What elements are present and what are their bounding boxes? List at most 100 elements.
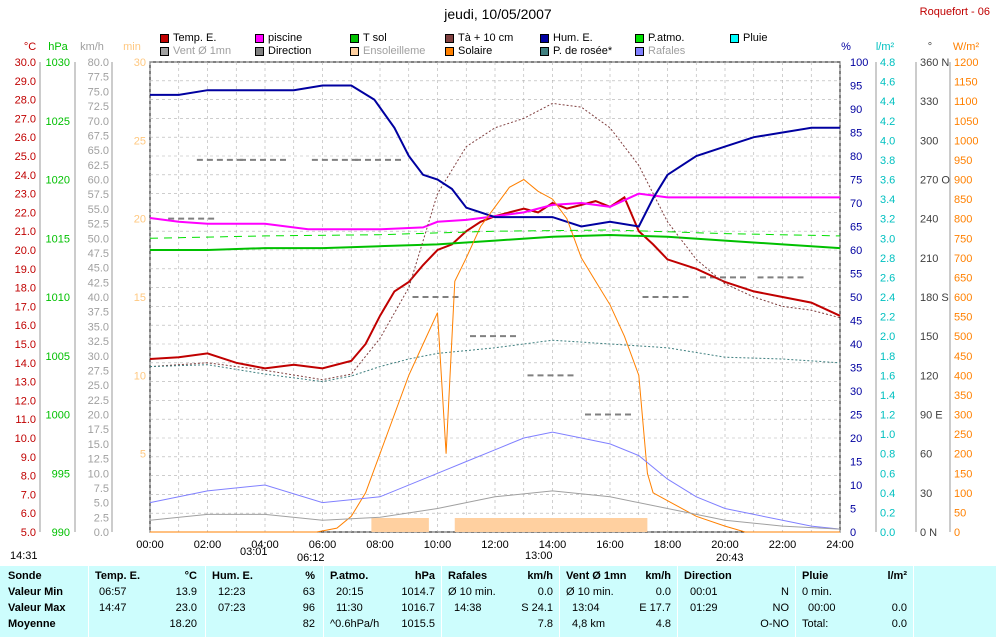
lm2-tick: 3.6 xyxy=(880,175,895,187)
legend-swatch xyxy=(540,33,549,43)
direction-min-time: 00:01 xyxy=(690,586,718,598)
wm2-tick: 150 xyxy=(954,468,972,480)
legend-label: Ensoleilleme xyxy=(363,45,426,57)
kmh-tick: 62.5 xyxy=(88,160,109,172)
header-rafales: Rafales xyxy=(448,570,488,582)
kmh-tick: 7.5 xyxy=(94,483,109,495)
legend-swatch xyxy=(160,33,169,43)
series-solaire xyxy=(150,178,840,533)
legend-item-p-atmo-: P.atmo. xyxy=(635,32,685,44)
legend-item-temp-e-: Temp. E. xyxy=(160,32,216,44)
time-tick: 20:00 xyxy=(711,539,739,551)
col-vent: Vent Ø 1mn km/h Ø 10 min. 0.0 13:04 E 17.7 … xyxy=(560,566,678,637)
unit-temp: °C xyxy=(184,570,197,582)
series-p-atmo- xyxy=(149,229,841,239)
rafales-min-label: Ø 10 min. xyxy=(448,586,496,598)
time-tick: 22:00 xyxy=(769,539,797,551)
wm2-tick: 500 xyxy=(954,331,972,343)
wm2-tick: 950 xyxy=(954,155,972,167)
series-t-sol xyxy=(150,233,841,251)
lm2-tick: 0.6 xyxy=(880,468,895,480)
marker-time-5: 20:43 xyxy=(716,552,744,564)
wm2-tick: 750 xyxy=(954,233,972,245)
legend-label: Solaire xyxy=(458,45,493,57)
kmh-tick: 60.0 xyxy=(88,175,109,187)
legend-swatch xyxy=(255,46,264,56)
wm2-tick: 1100 xyxy=(954,96,978,108)
legend-label: Tà + 10 cm xyxy=(458,32,514,44)
legend-label: T sol xyxy=(363,32,387,44)
temp-tick: 21.0 xyxy=(15,226,36,238)
wm2-tick: 50 xyxy=(954,507,966,519)
patmo-min-value: 1014.7 xyxy=(401,586,435,598)
marker-time-2: 03:01 xyxy=(240,546,268,558)
legend-swatch xyxy=(255,33,264,43)
temp-tick: 17.0 xyxy=(15,301,36,313)
row-label-min: Valeur Min xyxy=(8,586,64,598)
wm2-tick: 1050 xyxy=(954,116,978,128)
temp-min-time: 06:57 xyxy=(99,586,127,598)
col-patmo: P.atmo. hPa 20:15 1014.7 11:30 1016.7 ^0.6h… xyxy=(324,566,442,637)
lm2-tick: 1.0 xyxy=(880,429,895,441)
legend-item-pluie: Pluie xyxy=(730,32,767,44)
temp-tick: 6.0 xyxy=(21,508,36,520)
sunshine-bar xyxy=(454,518,648,532)
temp-tick: 5.0 xyxy=(21,527,36,539)
kmh-tick: 17.5 xyxy=(88,424,109,436)
marker-time-4: 13:00 xyxy=(525,550,553,562)
lm2-tick: 3.4 xyxy=(880,194,895,206)
wm2-tick: 100 xyxy=(954,488,972,500)
wm2-axis-unit: W/m² xyxy=(953,41,980,53)
col-sonde: Sonde Valeur Min Valeur Max Moyenne xyxy=(0,566,89,637)
sunshine-bar xyxy=(371,518,429,532)
legend-swatch xyxy=(540,46,549,56)
kmh-tick: 50.0 xyxy=(88,233,109,245)
wm2-tick: 1150 xyxy=(954,77,978,89)
pct-tick: 25 xyxy=(850,410,862,422)
header-patmo: P.atmo. xyxy=(330,570,369,582)
vent-mean-value: 4.8 xyxy=(655,618,671,630)
rafales-max-time: 14:38 xyxy=(454,602,482,614)
legend-label: Temp. E. xyxy=(173,32,217,44)
lm2-tick: 1.2 xyxy=(880,410,895,422)
temp-tick: 18.0 xyxy=(15,283,36,295)
pct-tick: 65 xyxy=(850,222,862,234)
deg-tick: 240 xyxy=(920,214,938,226)
hpa-tick: 990 xyxy=(52,527,70,539)
temp-mean-value: 18.20 xyxy=(169,618,197,630)
legend-swatch xyxy=(160,46,169,56)
temp-tick: 16.0 xyxy=(15,320,36,332)
temp-tick: 19.0 xyxy=(15,264,36,276)
weather-chart: °C hPa km/h min% l/m² ° W/m² 30.0 29.0 28.0 27.0 26… xyxy=(15,41,980,551)
col-pluie: Pluie l/m² 0 min. 00:00 0.0 Total: 0.0 xyxy=(796,566,914,637)
stats-table: Sonde Valeur Min Valeur Max Moyenne Temp… xyxy=(0,566,996,637)
vent-min-value: 0.0 xyxy=(655,586,671,598)
legend-swatch xyxy=(635,46,644,56)
kmh-tick: 75.0 xyxy=(88,86,109,98)
unit-hum: % xyxy=(305,570,315,582)
lm2-tick: 4.8 xyxy=(880,57,895,69)
min-tick: 10 xyxy=(134,370,146,382)
temp-tick: 20.0 xyxy=(15,245,36,257)
deg-tick: 270 O xyxy=(920,175,950,187)
kmh-tick: 10.0 xyxy=(88,468,109,480)
deg-tick: 210 xyxy=(920,253,938,265)
temp-min-value: 13.9 xyxy=(175,586,197,598)
temp-tick: 7.0 xyxy=(21,489,36,501)
direction-max-time: 01:29 xyxy=(690,602,718,614)
time-tick: 06:00 xyxy=(309,539,337,551)
kmh-tick: 25.0 xyxy=(88,380,109,392)
pct-tick: 75 xyxy=(850,175,862,187)
deg-tick: 0 N xyxy=(920,527,937,539)
deg-tick: 120 xyxy=(920,370,938,382)
temp-tick: 24.0 xyxy=(15,170,36,182)
pct-tick: 70 xyxy=(850,198,862,210)
hpa-tick: 1000 xyxy=(46,410,70,422)
temp-tick: 30.0 xyxy=(15,57,36,69)
lm2-tick: 3.8 xyxy=(880,155,895,167)
temp-tick: 12.0 xyxy=(15,395,36,407)
wm2-tick: 200 xyxy=(954,449,972,461)
legend-item-solaire: Solaire xyxy=(445,45,492,57)
hpa-tick: 1005 xyxy=(46,351,70,363)
series-piscine xyxy=(149,192,840,231)
